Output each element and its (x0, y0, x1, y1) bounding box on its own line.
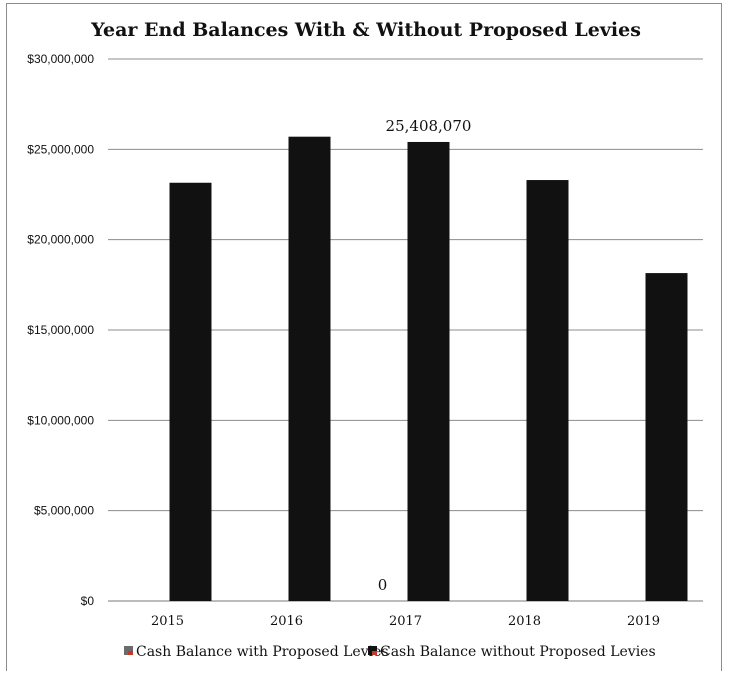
y-tick-label: $5,000,000 (34, 504, 94, 518)
legend-swatch-accent (372, 651, 377, 655)
data-label: 0 (378, 576, 388, 594)
x-tick-label: 2019 (627, 614, 660, 629)
legend-swatch (368, 646, 377, 655)
legend-swatch (124, 646, 133, 655)
x-tick-label: 2015 (151, 614, 184, 629)
bar-series-2-2018 (526, 180, 569, 601)
y-tick-label: $10,000,000 (27, 413, 94, 427)
y-tick-label: $20,000,000 (27, 233, 94, 247)
y-tick-label: $30,000,000 (27, 52, 94, 66)
x-tick-label: 2016 (270, 614, 303, 629)
legend-label: Cash Balance without Proposed Levies (380, 644, 656, 660)
bar-series-2-2019 (645, 273, 688, 601)
y-tick-label: $15,000,000 (27, 323, 94, 337)
x-tick-label: 2017 (389, 614, 422, 629)
legend-swatch-accent (128, 651, 133, 655)
x-axis-ticks: 2015 2016 2017 2018 2019 (151, 614, 660, 629)
chart-title: Year End Balances With & Without Propose… (90, 19, 641, 41)
y-tick-label: $25,000,000 (27, 142, 94, 156)
bars (169, 136, 688, 602)
y-axis-ticks: $0 $5,000,000 $10,000,000 $15,000,000 $20,00… (27, 52, 94, 608)
y-tick-label: $0 (81, 594, 95, 608)
bar-series-2-2015 (169, 182, 212, 602)
x-tick-label: 2018 (508, 614, 541, 629)
bar-series-2-2017 (407, 141, 450, 601)
bar-series-2-2016 (288, 136, 331, 602)
chart-frame (6, 3, 722, 671)
data-labels: 0 25,408,070 (378, 117, 472, 594)
legend-label: Cash Balance with Proposed Levies (136, 644, 389, 660)
data-label: 25,408,070 (386, 117, 472, 135)
